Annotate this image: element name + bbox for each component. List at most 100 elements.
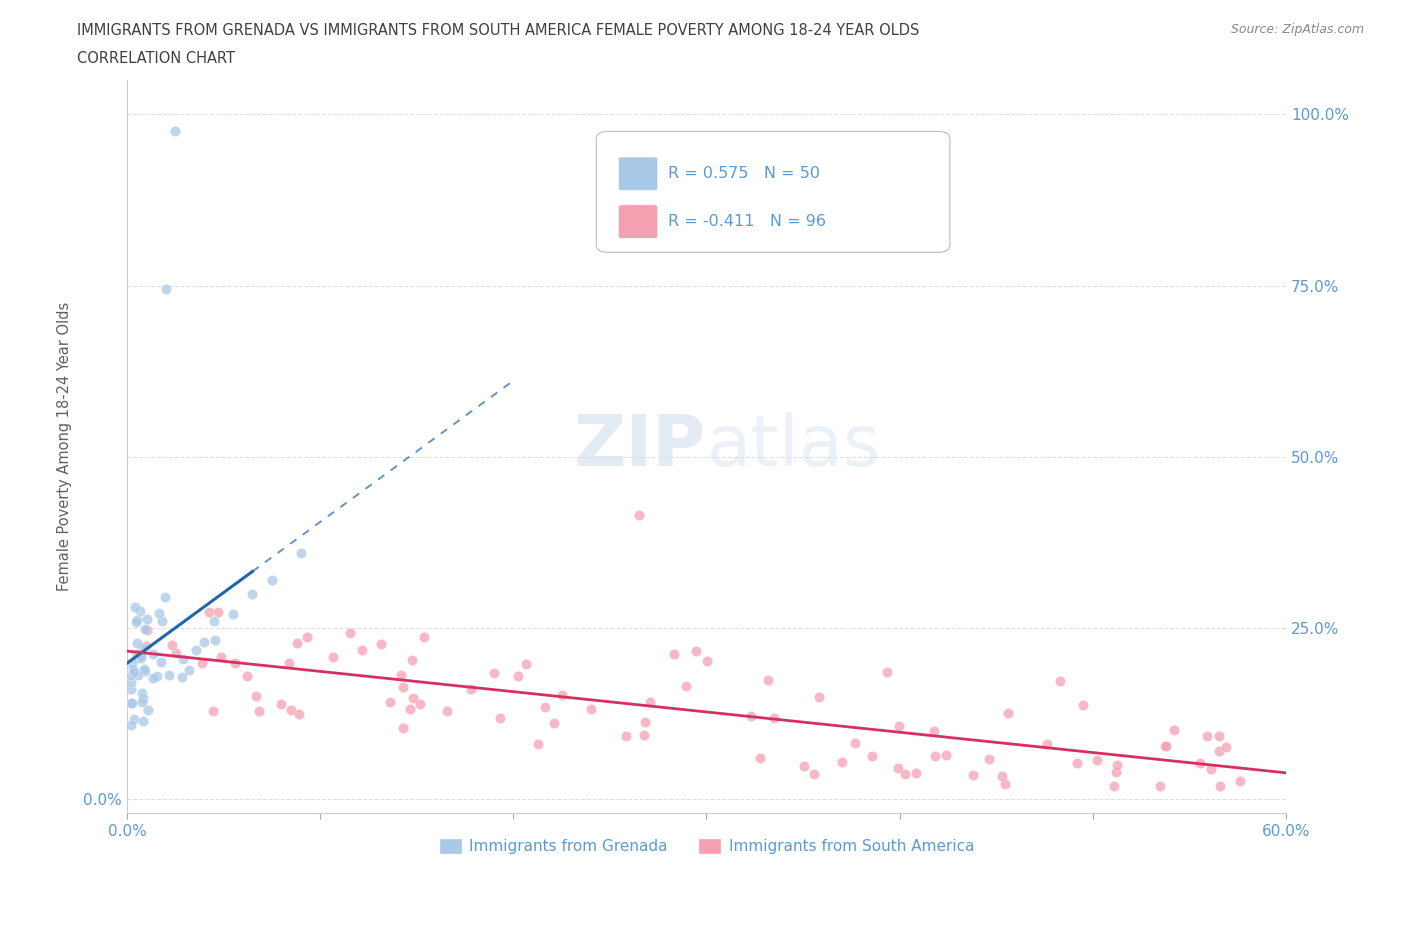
Point bbox=[124, 665, 146, 680]
Point bbox=[484, 666, 506, 681]
Point bbox=[1199, 762, 1222, 777]
Point bbox=[124, 614, 146, 629]
Point bbox=[278, 656, 301, 671]
Point bbox=[125, 636, 148, 651]
Point bbox=[401, 652, 423, 667]
Point bbox=[122, 711, 145, 726]
Text: R = -0.411   N = 96: R = -0.411 N = 96 bbox=[668, 214, 827, 229]
Point bbox=[120, 682, 142, 697]
Point bbox=[391, 720, 413, 735]
Point bbox=[664, 646, 686, 661]
FancyBboxPatch shape bbox=[619, 157, 658, 191]
Point bbox=[135, 638, 157, 653]
Point bbox=[1197, 729, 1219, 744]
Point bbox=[165, 124, 187, 139]
Point bbox=[991, 768, 1014, 783]
Point bbox=[120, 668, 142, 683]
Point bbox=[1149, 778, 1171, 793]
Point bbox=[204, 632, 226, 647]
Point bbox=[129, 648, 152, 663]
Point bbox=[370, 636, 392, 651]
Point bbox=[193, 634, 215, 649]
Text: atlas: atlas bbox=[706, 412, 880, 481]
Point bbox=[134, 621, 156, 636]
Point bbox=[977, 751, 1000, 766]
Point bbox=[997, 706, 1019, 721]
Point bbox=[807, 690, 830, 705]
Point bbox=[675, 679, 697, 694]
Point bbox=[236, 669, 259, 684]
Legend: Immigrants from Grenada, Immigrants from South America: Immigrants from Grenada, Immigrants from… bbox=[433, 832, 980, 860]
Point bbox=[1104, 764, 1126, 779]
Point bbox=[762, 711, 785, 725]
Point bbox=[1049, 673, 1071, 688]
Point bbox=[887, 760, 910, 775]
Point bbox=[436, 704, 458, 719]
Point bbox=[543, 716, 565, 731]
Text: CORRELATION CHART: CORRELATION CHART bbox=[77, 51, 235, 66]
Point bbox=[207, 604, 229, 619]
Point bbox=[145, 669, 167, 684]
Point bbox=[202, 614, 225, 629]
Point bbox=[412, 630, 434, 644]
Point bbox=[894, 766, 917, 781]
Point bbox=[994, 777, 1017, 791]
Point bbox=[844, 736, 866, 751]
Point bbox=[127, 668, 149, 683]
FancyBboxPatch shape bbox=[596, 131, 950, 252]
Point bbox=[136, 703, 159, 718]
Point bbox=[127, 650, 149, 665]
Point bbox=[172, 651, 194, 666]
Point bbox=[129, 651, 152, 666]
Point bbox=[285, 635, 308, 650]
Point bbox=[120, 717, 142, 732]
Point bbox=[380, 695, 402, 710]
Point bbox=[831, 755, 853, 770]
Point bbox=[177, 662, 200, 677]
Point bbox=[506, 669, 529, 684]
Point bbox=[245, 688, 267, 703]
Point bbox=[322, 650, 344, 665]
Point bbox=[290, 545, 312, 560]
Text: R = 0.575   N = 50: R = 0.575 N = 50 bbox=[668, 166, 820, 181]
Point bbox=[1105, 758, 1128, 773]
Point bbox=[740, 709, 762, 724]
Point bbox=[135, 612, 157, 627]
Point bbox=[222, 607, 245, 622]
Point bbox=[288, 706, 311, 721]
Point bbox=[924, 749, 946, 764]
Point bbox=[749, 751, 772, 765]
Point bbox=[191, 656, 214, 671]
Point bbox=[1085, 752, 1108, 767]
Point bbox=[209, 649, 232, 664]
Point bbox=[399, 701, 422, 716]
Point bbox=[124, 600, 146, 615]
Point bbox=[550, 687, 572, 702]
Point bbox=[198, 605, 221, 620]
Point bbox=[131, 685, 153, 700]
Point bbox=[758, 672, 780, 687]
Point bbox=[793, 759, 815, 774]
Point bbox=[186, 643, 208, 658]
Point bbox=[122, 661, 145, 676]
Point bbox=[460, 682, 482, 697]
Point bbox=[132, 714, 155, 729]
Point bbox=[270, 697, 292, 711]
Point bbox=[614, 729, 637, 744]
Point bbox=[149, 655, 172, 670]
Point bbox=[121, 696, 143, 711]
Point bbox=[165, 645, 187, 660]
Point bbox=[131, 695, 153, 710]
Point bbox=[148, 606, 170, 621]
Point bbox=[1036, 737, 1059, 751]
Text: IMMIGRANTS FROM GRENADA VS IMMIGRANTS FROM SOUTH AMERICA FEMALE POVERTY AMONG 18: IMMIGRANTS FROM GRENADA VS IMMIGRANTS FR… bbox=[77, 23, 920, 38]
Point bbox=[295, 630, 318, 644]
Point bbox=[696, 654, 718, 669]
Point bbox=[638, 694, 661, 709]
Point bbox=[201, 704, 224, 719]
Point bbox=[339, 626, 361, 641]
Point bbox=[155, 282, 177, 297]
Point bbox=[125, 646, 148, 661]
Point bbox=[887, 719, 910, 734]
Point bbox=[136, 623, 159, 638]
